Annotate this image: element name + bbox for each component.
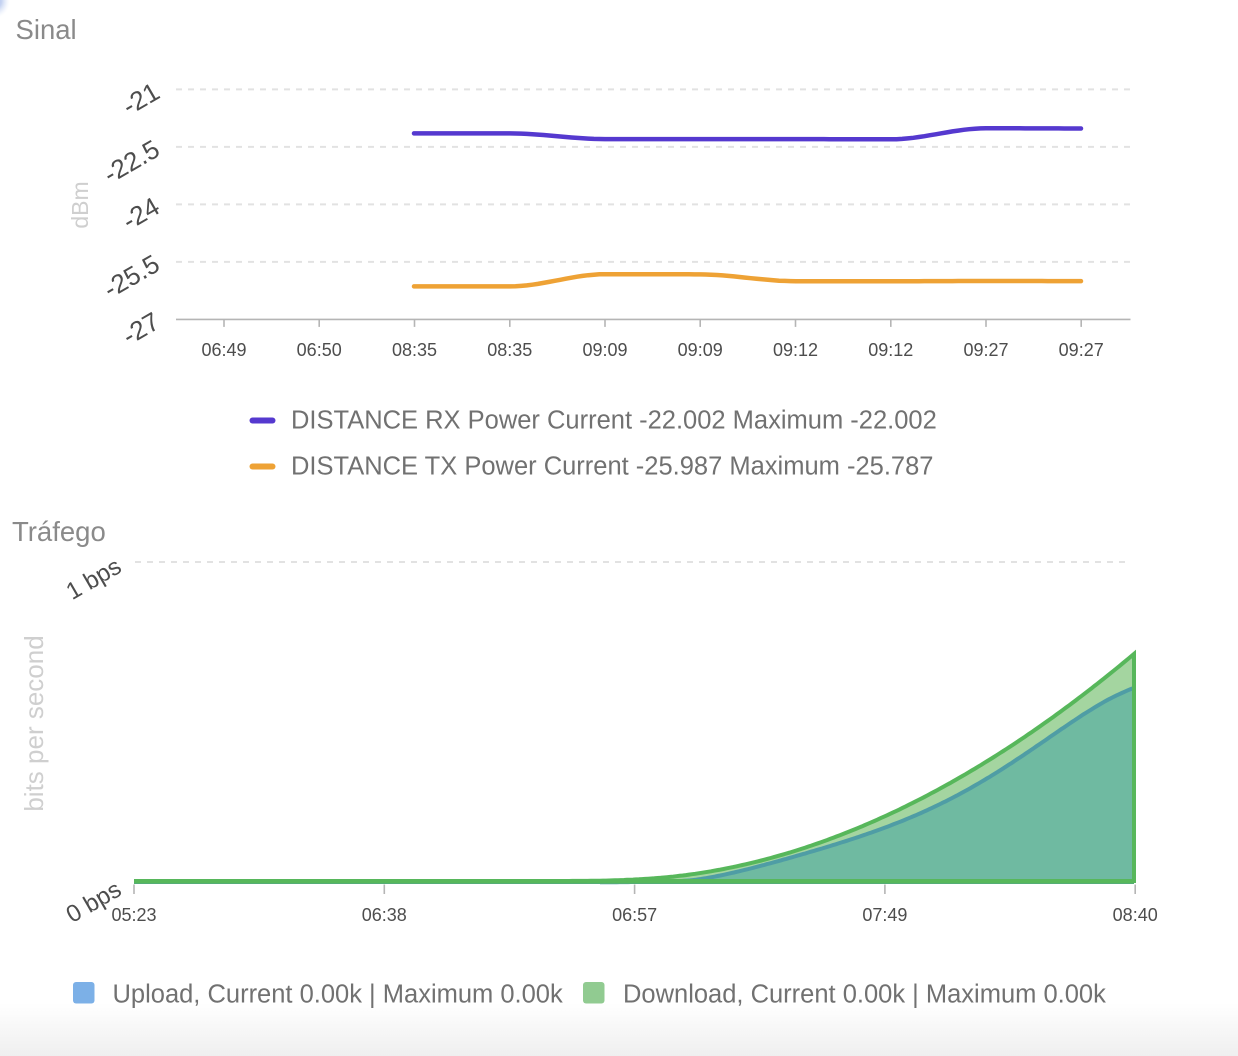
svg-text:09:12: 09:12 bbox=[773, 340, 818, 360]
svg-text:Tráfego: Tráfego bbox=[12, 516, 106, 547]
svg-text:Download, Current 0.00k | Maxi: Download, Current 0.00k | Maximum 0.00k bbox=[623, 981, 1106, 1009]
svg-text:09:12: 09:12 bbox=[868, 340, 913, 360]
svg-text:06:49: 06:49 bbox=[201, 340, 246, 360]
svg-text:dBm: dBm bbox=[67, 181, 93, 228]
svg-text:08:40: 08:40 bbox=[1113, 905, 1158, 925]
svg-text:09:09: 09:09 bbox=[582, 340, 627, 360]
svg-text:06:57: 06:57 bbox=[612, 905, 657, 925]
svg-text:09:09: 09:09 bbox=[678, 340, 723, 360]
svg-text:09:27: 09:27 bbox=[963, 340, 1008, 360]
svg-text:06:50: 06:50 bbox=[297, 340, 342, 360]
svg-text:Sinal: Sinal bbox=[16, 14, 77, 45]
svg-text:bits per second: bits per second bbox=[19, 635, 49, 811]
svg-text:DISTANCE RX Power Current -22.: DISTANCE RX Power Current -22.002 Maximu… bbox=[291, 407, 937, 435]
svg-text:09:27: 09:27 bbox=[1059, 340, 1104, 360]
svg-text:05:23: 05:23 bbox=[111, 905, 156, 925]
svg-text:06:38: 06:38 bbox=[362, 905, 407, 925]
svg-text:08:35: 08:35 bbox=[392, 340, 437, 360]
svg-text:DISTANCE TX Power Current -25.: DISTANCE TX Power Current -25.987 Maximu… bbox=[291, 453, 933, 481]
svg-text:08:35: 08:35 bbox=[487, 340, 532, 360]
svg-text:07:49: 07:49 bbox=[862, 905, 907, 925]
svg-text:Upload, Current 0.00k | Maximu: Upload, Current 0.00k | Maximum 0.00k bbox=[113, 981, 563, 1009]
